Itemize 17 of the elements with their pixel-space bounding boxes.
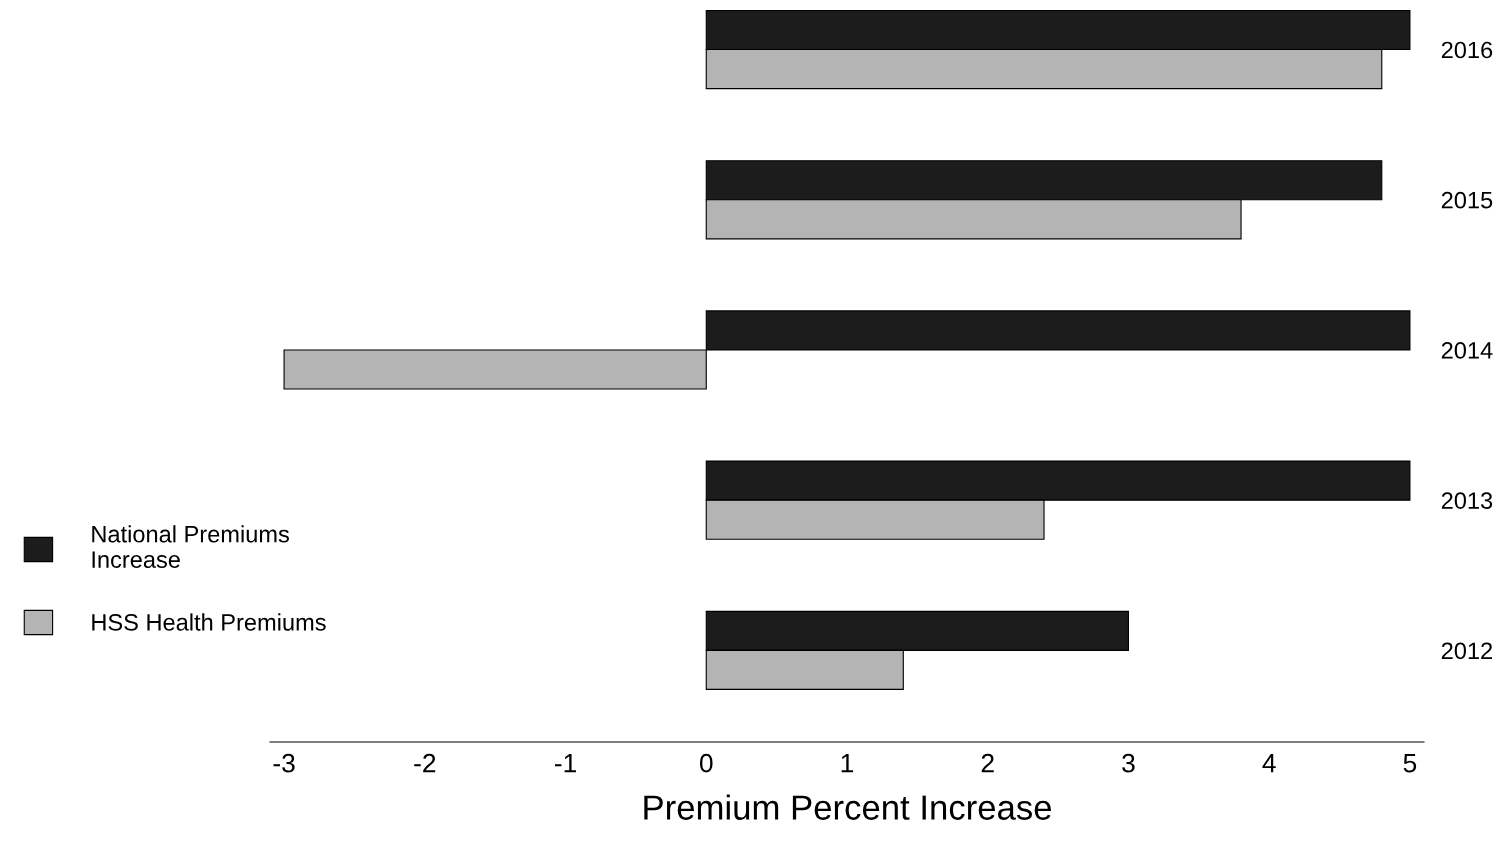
y-tick-label: 2016 [1441,41,1493,59]
y-tick-label: 2014 [1441,342,1493,359]
x-tick-label: -3 [273,753,295,773]
x-tick-label: 2 [981,753,994,773]
legend-label: HSS Health Premiums [92,613,326,631]
x-tick-label: 1 [841,754,854,773]
x-tick-label: 4 [1262,754,1276,773]
y-tick-label: 2015 [1441,191,1493,209]
x-tick-label: 0 [699,753,713,773]
x-axis-title: Premium Percent Increase [644,794,1051,820]
x-tick-label: 3 [1122,753,1135,773]
y-tick-label: 2012 [1441,642,1493,660]
y-tick-label: 2013 [1441,492,1493,509]
legend-label: National Premiums Increase [92,525,289,568]
x-tick-label: -2 [414,753,436,773]
x-tick-label: -1 [554,754,576,773]
x-tick-label: 5 [1403,754,1417,773]
